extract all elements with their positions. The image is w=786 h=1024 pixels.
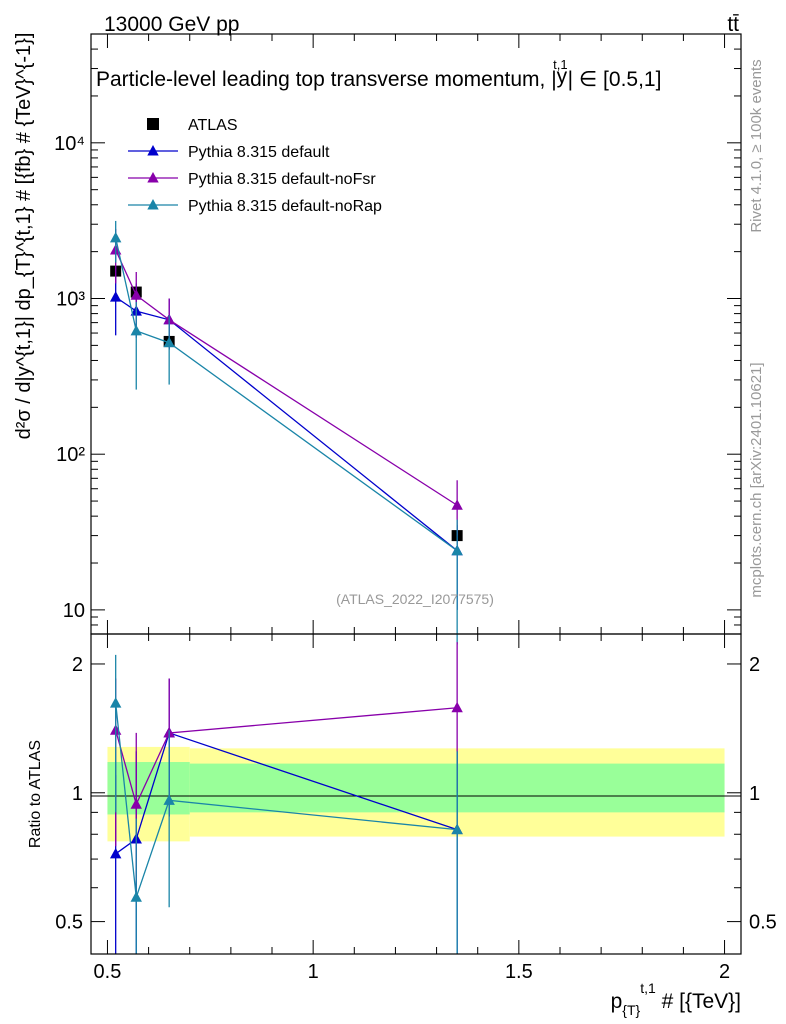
- data-point: [109, 697, 122, 708]
- legend-marker: [147, 172, 159, 183]
- series-line: [115, 707, 458, 807]
- ratio-y-tick-label-right: 0.5: [749, 912, 777, 934]
- main-y-tick-label: 10: [63, 600, 85, 622]
- x-axis-label-main: p: [611, 990, 623, 1013]
- ratio-series: [109, 642, 463, 954]
- ratio-panel: 0.5 0.5 1 1 2 2 0.5 1 1.5 2 Ratio to ATLAS p{T}t,…: [27, 633, 777, 1018]
- ratio-y-tick-label-left: 1: [72, 783, 83, 805]
- ratio-y-tick-label-right: 2: [749, 654, 760, 676]
- data-point: [451, 823, 463, 835]
- data-point: [163, 336, 175, 348]
- legend-entry: Pythia 8.315 default: [128, 144, 330, 161]
- x-tick-label: 1.5: [505, 961, 533, 983]
- data-point: [130, 891, 142, 902]
- x-tick-label: 2: [719, 961, 730, 983]
- legend-marker: [147, 199, 159, 210]
- main-title-y: y: [557, 65, 568, 88]
- series-pythia-8-315-default: [109, 266, 463, 610]
- legend-entry: Pythia 8.315 default-noFsr: [128, 171, 376, 188]
- x-axis-label-suffix: # [{TeV}]: [656, 990, 741, 1013]
- main-y-tick-label: 10⁴: [54, 133, 85, 155]
- data-point: [109, 847, 122, 859]
- data-point: [451, 499, 463, 510]
- legend-entry: ATLAS: [147, 117, 238, 134]
- ratio-ylabel: Ratio to ATLAS: [27, 740, 44, 848]
- ratio-frame: [90, 633, 742, 955]
- ratio-y-tick-label-left: 2: [72, 654, 83, 676]
- x-axis-label-sup: t,1: [640, 980, 656, 996]
- series-line: [115, 296, 458, 552]
- data-point: [130, 289, 142, 300]
- watermark: (ATLAS_2022_I2077575): [336, 591, 494, 607]
- ratio-bands: [107, 746, 725, 842]
- series-line: [115, 732, 458, 855]
- x-tick-label: 1: [308, 961, 319, 983]
- legend-entry: Pythia 8.315 default-noRap: [128, 198, 382, 215]
- mcplots-label: mcplots.cern.ch [arXiv:2401.10621]: [748, 362, 765, 597]
- main-title-sup: t,1: [553, 57, 567, 72]
- series-line: [115, 703, 458, 898]
- data-point: [451, 701, 463, 713]
- data-point: [451, 544, 463, 556]
- x-axis-label-sub: {T}: [622, 1002, 640, 1018]
- main-ylabel: d²σ / d|y^{t,1}| dp_{T}^{t,1} # [{fb} # …: [13, 33, 35, 440]
- data-point: [163, 794, 175, 805]
- stat-uncertainty-band: [107, 762, 190, 815]
- main-title-prefix: Particle-level leading top transverse mo…: [96, 68, 557, 91]
- ratio-series-pythia-8-315-default-norap: [109, 654, 463, 954]
- series-pythia-8-315-default-nofsr: [109, 228, 463, 536]
- data-point: [109, 231, 122, 243]
- process-label: tt̄: [727, 13, 739, 36]
- legend-label: Pythia 8.315 default: [188, 144, 330, 161]
- energy-label: 13000 GeV pp: [104, 13, 239, 36]
- main-y-tick-label: 10²: [56, 444, 85, 466]
- main-title: Particle-level leading top transverse mo…: [96, 57, 661, 91]
- data-point: [130, 798, 142, 809]
- ratio-y-tick-label-right: 1: [749, 783, 760, 805]
- data-point: [130, 324, 142, 336]
- rivet-version-label: Rivet 4.1.0, ≥ 100k events: [748, 59, 765, 232]
- series-line: [115, 237, 458, 552]
- series-atlas: [110, 265, 463, 542]
- main-ticks: 10 10² 10³ 10⁴: [54, 33, 741, 635]
- legend-marker: [147, 118, 159, 130]
- series-line: [115, 249, 458, 506]
- legend-label: Pythia 8.315 default-noRap: [188, 198, 382, 215]
- legend-label: Pythia 8.315 default-noFsr: [188, 171, 376, 188]
- series-pythia-8-315-default-norap: [109, 220, 463, 645]
- legend-marker: [147, 145, 159, 156]
- legend: ATLAS Pythia 8.315 default Pythia 8.315 de…: [128, 117, 382, 215]
- x-tick-label: 0.5: [94, 961, 122, 983]
- main-series: [109, 220, 463, 645]
- ratio-y-tick-label-left: 0.5: [55, 912, 83, 934]
- data-point: [109, 291, 122, 302]
- legend-label: ATLAS: [188, 117, 238, 134]
- main-y-tick-label: 10³: [56, 289, 85, 311]
- ratio-ticks: 0.5 0.5 1 1 2 2 0.5 1 1.5 2: [55, 634, 777, 983]
- x-axis-label: p{T}t,1 # [{TeV}]: [611, 980, 741, 1018]
- main-title-suffix: | ∈ [0.5,1]: [568, 68, 662, 91]
- main-panel: 10 10² 10³ 10⁴ Particle-level leading top t…: [13, 33, 742, 645]
